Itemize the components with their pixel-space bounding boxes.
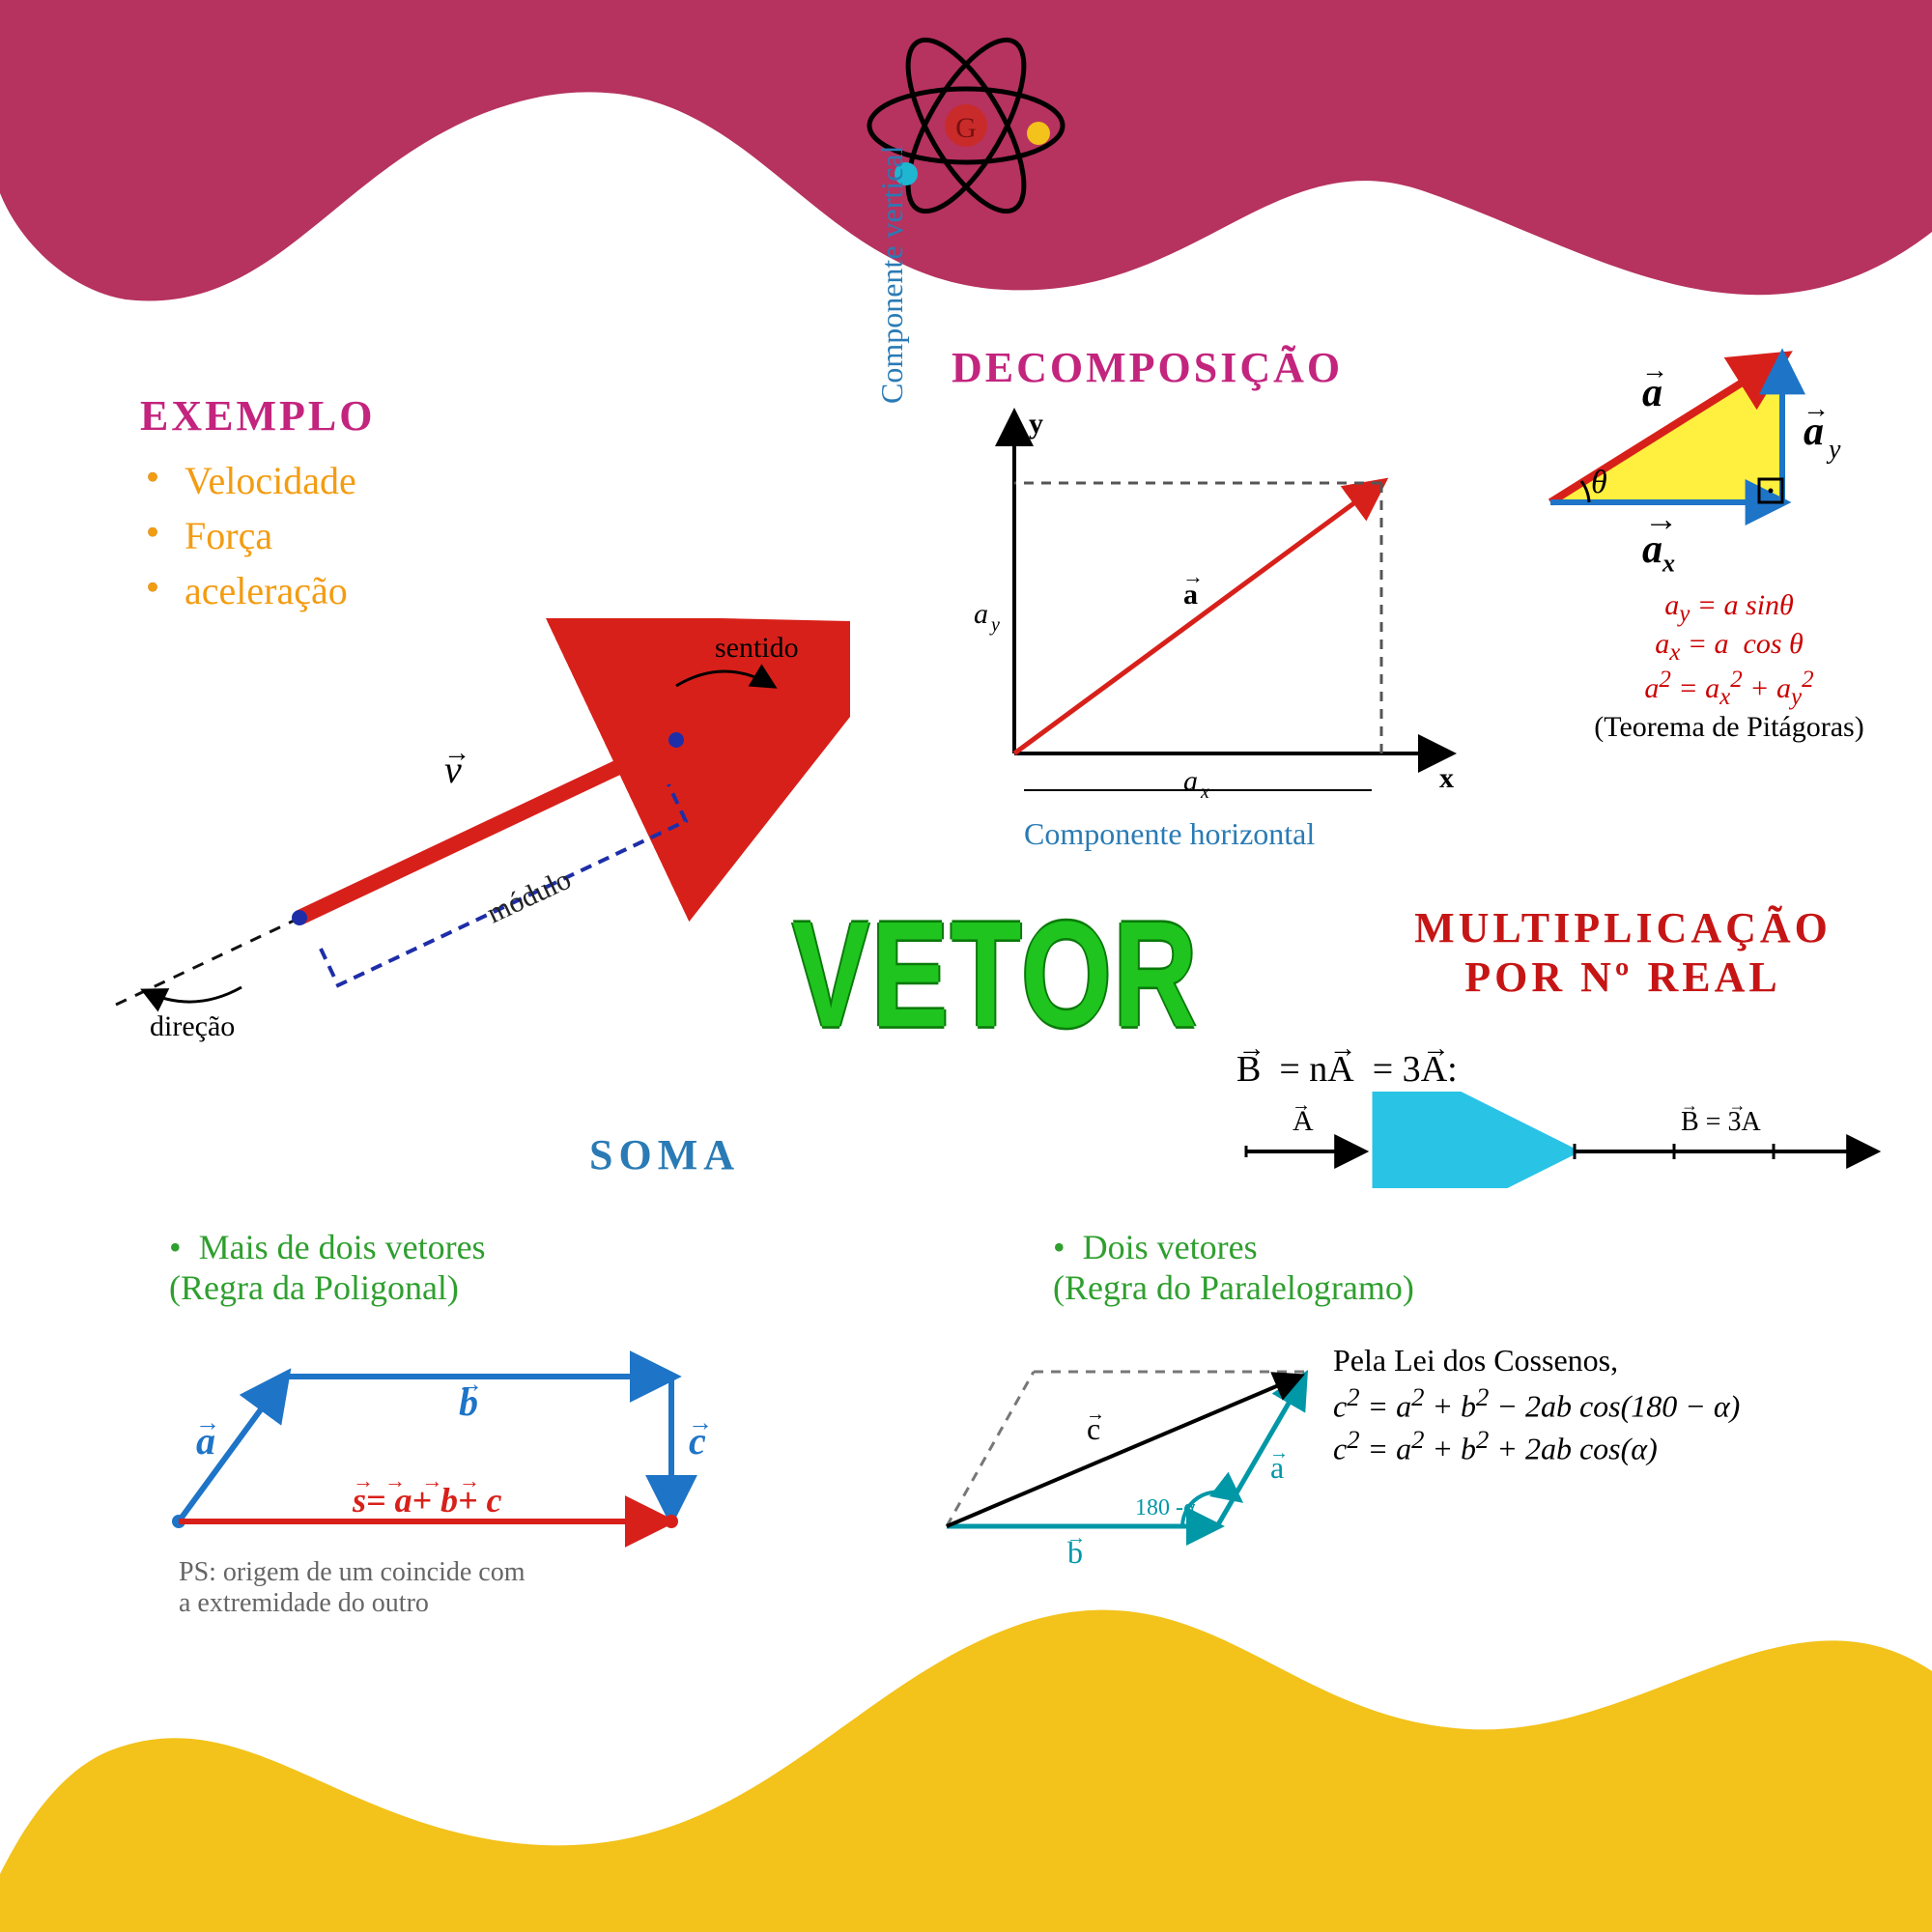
decomp-ax-label: ax	[1642, 526, 1675, 578]
mult-formula: B→ = nA→ = 3A→:	[1236, 1048, 1458, 1091]
mult-title: MULTIPLICAÇÃO POR Nº REAL	[1352, 903, 1893, 1002]
svg-text:θ: θ	[1591, 465, 1607, 500]
svg-text:→ → → →: → → → →	[353, 1468, 480, 1492]
exemplo-section: EXEMPLO • Velocidade • Força • aceleraçã…	[140, 391, 681, 623]
poly-diagram: a → b → c → s= a+ b+ c → → → →	[150, 1338, 720, 1560]
svg-text:→: →	[1292, 1094, 1311, 1116]
svg-text:→: →	[1269, 1442, 1289, 1463]
modulo-label: módulo	[482, 864, 576, 930]
svg-text:y: y	[989, 614, 1000, 636]
poly-heading: • Mais de dois vetores (Regra da Poligon…	[169, 1227, 768, 1308]
svg-text:y: y	[1826, 435, 1841, 465]
center-title: VETOR	[792, 908, 1199, 1041]
svg-text:a: a	[1183, 765, 1198, 797]
decomp-vertical-label: Componente vertical	[874, 17, 910, 404]
exemplo-item-1: Velocidade	[185, 459, 356, 502]
exemplo-item-3: aceleração	[185, 569, 348, 612]
svg-text:x: x	[1200, 781, 1209, 802]
decomp-axes-diagram: x y a → ay ax	[956, 406, 1459, 802]
soma-title: SOMA	[589, 1130, 740, 1179]
decomp-title: DECOMPOSIÇÃO	[952, 343, 1343, 392]
svg-text:→: →	[195, 1408, 220, 1436]
decomp-horizontal-label: Componente horizontal	[1024, 816, 1315, 852]
svg-text:→: →	[1641, 355, 1668, 385]
sentido-label: sentido	[715, 632, 799, 664]
svg-text:→: →	[1182, 564, 1204, 588]
mult-diagram: A → B = 3A → →	[1217, 1092, 1893, 1188]
exemplo-title: EXEMPLO	[140, 391, 681, 440]
law-of-cosines: Pela Lei dos Cossenos, c2 = a2 + b2 − 2a…	[1333, 1343, 1893, 1466]
para-heading: • Dois vetores (Regra do Paralelogramo)	[1053, 1227, 1671, 1308]
svg-text:G: G	[955, 112, 977, 144]
svg-text:→ →: → →	[1681, 1095, 1747, 1115]
vector-example-diagram: v → módulo sentido direção	[58, 618, 850, 1053]
svg-text:→: →	[1086, 1404, 1105, 1425]
svg-text:x: x	[1439, 762, 1454, 794]
exemplo-item-2: Força	[185, 514, 272, 557]
svg-text:→: →	[458, 1370, 483, 1398]
svg-text:→: →	[443, 738, 470, 768]
svg-text:→: →	[688, 1408, 713, 1436]
svg-text:y: y	[1029, 408, 1043, 440]
decomp-triangle-diagram: θ a → a → y	[1531, 338, 1860, 541]
direcao-label: direção	[150, 1010, 235, 1042]
svg-text:180 -α: 180 -α	[1135, 1495, 1196, 1520]
decomp-formulas: ay = a sinθ ax = a cos θ a2 = ax2 + ay2 …	[1555, 589, 1903, 744]
bottom-wave	[0, 1546, 1932, 1932]
svg-text:a: a	[974, 598, 988, 630]
svg-text:→: →	[1803, 394, 1830, 424]
